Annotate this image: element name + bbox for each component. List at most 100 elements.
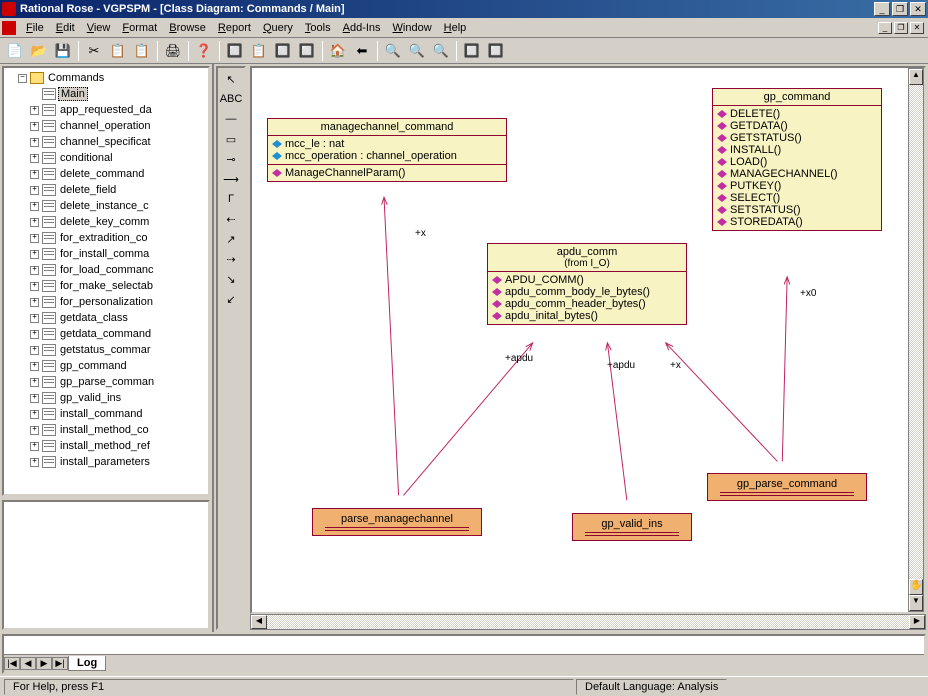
log-next-button[interactable]: ▶ <box>36 657 52 670</box>
toolbox-button[interactable]: Γ <box>220 190 242 208</box>
expand-icon[interactable]: + <box>30 298 39 307</box>
expand-icon[interactable]: + <box>30 138 39 147</box>
tree-item[interactable]: +conditional <box>6 150 206 166</box>
mdi-minimize-button[interactable]: _ <box>878 22 892 34</box>
documentation-pane[interactable] <box>2 500 210 630</box>
tree-item[interactable]: +delete_command <box>6 166 206 182</box>
log-first-button[interactable]: |◀ <box>4 657 20 670</box>
toolbar-button[interactable]: 🔍 <box>430 40 452 62</box>
scroll-left-button[interactable]: ◀ <box>251 615 267 629</box>
expand-icon[interactable]: + <box>30 346 39 355</box>
toolbar-button[interactable]: 🖨 <box>162 40 184 62</box>
toolbox-button[interactable]: ⇢ <box>220 250 242 268</box>
toolbox-button[interactable]: ⇠ <box>220 210 242 228</box>
log-body[interactable] <box>4 636 924 654</box>
menu-help[interactable]: Help <box>438 20 473 36</box>
menu-add-ins[interactable]: Add-Ins <box>337 20 387 36</box>
toolbar-button[interactable]: 📂 <box>28 40 50 62</box>
toolbox-button[interactable]: ⊸ <box>220 150 242 168</box>
tree-item[interactable]: +channel_specificat <box>6 134 206 150</box>
toolbox-button[interactable]: ↖ <box>220 70 242 88</box>
toolbar-button[interactable]: 🔲 <box>272 40 294 62</box>
menu-file[interactable]: File <box>20 20 50 36</box>
tree-item[interactable]: +for_install_comma <box>6 246 206 262</box>
menu-browse[interactable]: Browse <box>163 20 212 36</box>
menu-edit[interactable]: Edit <box>50 20 81 36</box>
expand-icon[interactable]: + <box>30 218 39 227</box>
diagram-canvas[interactable]: managechannel_command mcc_le : natmcc_op… <box>250 66 926 614</box>
expand-icon[interactable]: + <box>30 186 39 195</box>
tree-item[interactable]: +gp_command <box>6 358 206 374</box>
expand-icon[interactable]: + <box>30 314 39 323</box>
toolbox-button[interactable]: ↙ <box>220 290 242 308</box>
expand-icon[interactable]: + <box>30 282 39 291</box>
mdi-restore-button[interactable]: ❐ <box>894 22 908 34</box>
toolbar-button[interactable]: 💾 <box>52 40 74 62</box>
tree-item[interactable]: +gp_valid_ins <box>6 390 206 406</box>
object-gp-parse-command[interactable]: gp_parse_command <box>707 473 867 501</box>
toolbox-button[interactable]: ABC <box>220 90 242 108</box>
toolbox-button[interactable]: ↗ <box>220 230 242 248</box>
tree-item[interactable]: +channel_operation <box>6 118 206 134</box>
toolbar-button[interactable]: 📋 <box>131 40 153 62</box>
tree-item[interactable]: +install_command <box>6 406 206 422</box>
tree-item[interactable]: +install_method_ref <box>6 438 206 454</box>
tree-item[interactable]: +install_parameters <box>6 454 206 470</box>
toolbar-button[interactable]: 📋 <box>107 40 129 62</box>
mdi-close-button[interactable]: ✕ <box>910 22 924 34</box>
log-last-button[interactable]: ▶| <box>52 657 68 670</box>
expand-icon[interactable]: + <box>30 106 39 115</box>
expand-icon[interactable]: + <box>30 170 39 179</box>
toolbar-button[interactable]: ✂ <box>83 40 105 62</box>
expand-icon[interactable]: + <box>30 458 39 467</box>
class-gp-command[interactable]: gp_command DELETE()GETDATA()GETSTATUS()I… <box>712 88 882 231</box>
canvas-vscroll[interactable]: ▲ ✋ ▼ <box>908 68 924 612</box>
toolbox-button[interactable]: ↘ <box>220 270 242 288</box>
object-parse-managechannel[interactable]: parse_managechannel <box>312 508 482 536</box>
toolbar-button[interactable]: 🔲 <box>224 40 246 62</box>
tree-item[interactable]: +getstatus_commar <box>6 342 206 358</box>
object-gp-valid-ins[interactable]: gp_valid_ins <box>572 513 692 541</box>
log-prev-button[interactable]: ◀ <box>20 657 36 670</box>
expand-icon[interactable]: + <box>30 122 39 131</box>
class-managechannel-command[interactable]: managechannel_command mcc_le : natmcc_op… <box>267 118 507 182</box>
tree-item[interactable]: +for_extradition_co <box>6 230 206 246</box>
minimize-button[interactable]: _ <box>874 2 890 16</box>
tree-item[interactable]: +for_load_commanc <box>6 262 206 278</box>
tree-item[interactable]: −Commands <box>6 70 206 86</box>
expand-icon[interactable]: + <box>30 378 39 387</box>
toolbar-button[interactable]: 🔍 <box>406 40 428 62</box>
pan-hand-button[interactable]: ✋ <box>909 579 923 595</box>
tree-item[interactable]: +delete_key_comm <box>6 214 206 230</box>
expand-icon[interactable]: + <box>30 202 39 211</box>
expand-icon[interactable]: + <box>30 362 39 371</box>
log-tab[interactable]: Log <box>68 656 106 671</box>
toolbar-button[interactable]: 🔲 <box>296 40 318 62</box>
toolbar-button[interactable]: 📋 <box>248 40 270 62</box>
expand-icon[interactable]: − <box>18 74 27 83</box>
tree-item[interactable]: +getdata_class <box>6 310 206 326</box>
tree-item[interactable]: +gp_parse_comman <box>6 374 206 390</box>
expand-icon[interactable]: + <box>30 266 39 275</box>
tree-item[interactable]: +getdata_command <box>6 326 206 342</box>
tree-item[interactable]: +delete_instance_c <box>6 198 206 214</box>
toolbox-button[interactable]: ⟶ <box>220 170 242 188</box>
tree-item[interactable]: +delete_field <box>6 182 206 198</box>
toolbox-button[interactable]: ▭ <box>220 130 242 148</box>
expand-icon[interactable]: + <box>30 250 39 259</box>
toolbar-button[interactable]: ❓ <box>193 40 215 62</box>
menu-format[interactable]: Format <box>116 20 163 36</box>
toolbox-button[interactable]: — <box>220 110 242 128</box>
tree-item[interactable]: +app_requested_da <box>6 102 206 118</box>
menu-view[interactable]: View <box>81 20 117 36</box>
menu-query[interactable]: Query <box>257 20 299 36</box>
toolbar-button[interactable]: 🔲 <box>485 40 507 62</box>
expand-icon[interactable]: + <box>30 442 39 451</box>
toolbar-button[interactable]: 🔍 <box>382 40 404 62</box>
scroll-down-button[interactable]: ▼ <box>909 595 923 611</box>
tree-item[interactable]: +for_make_selectab <box>6 278 206 294</box>
tree-item[interactable]: +install_method_co <box>6 422 206 438</box>
close-button[interactable]: ✕ <box>910 2 926 16</box>
tree-item[interactable]: +for_personalization <box>6 294 206 310</box>
expand-icon[interactable]: + <box>30 410 39 419</box>
